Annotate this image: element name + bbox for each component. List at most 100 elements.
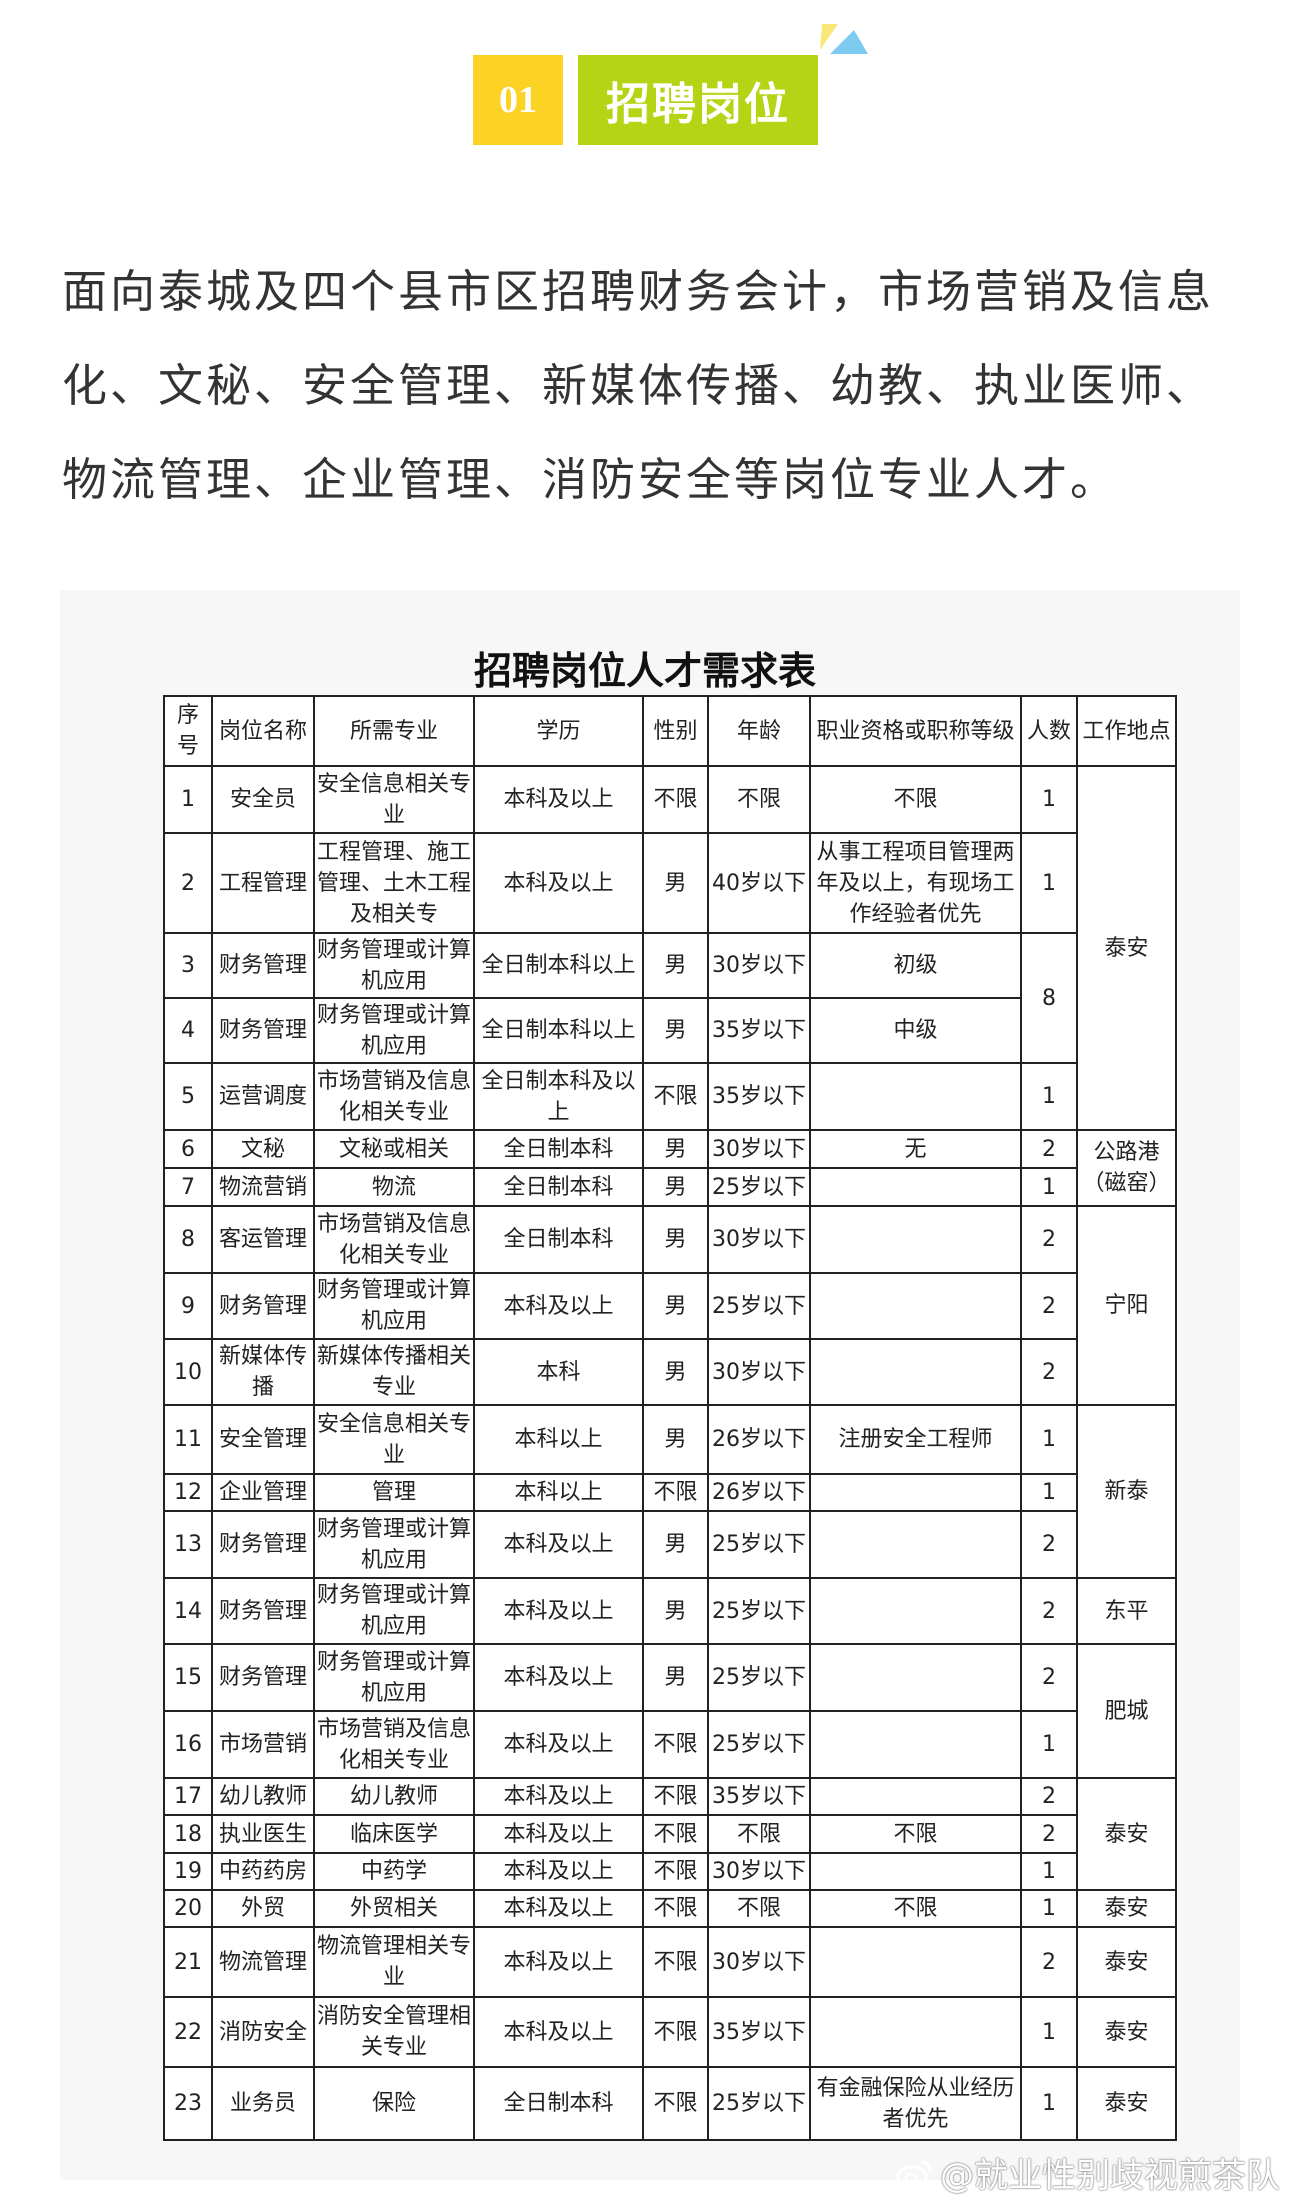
cell-age: 40岁以下 [707,832,811,934]
cell-major: 财务管理或计算机应用 [313,932,475,999]
cell-no: 4 [163,997,213,1064]
cell-major: 市场营销及信息化相关专业 [313,1062,475,1131]
cell-major: 管理 [313,1473,475,1512]
cell-count: 2 [1020,1814,1078,1854]
cell-edu: 本科及以上 [473,1272,644,1340]
cell-count: 2 [1020,1777,1078,1816]
header-location: 工作地点 [1076,695,1177,767]
cell-post: 外贸 [211,1889,315,1928]
cell-no: 17 [163,1777,213,1816]
cell-edu: 本科及以上 [473,1577,644,1645]
cell-no: 20 [163,1889,213,1928]
table-row: 12 企业管理 管理 本科以上 不限 26岁以下 1 [163,1473,1176,1512]
cell-no: 3 [163,932,213,999]
cell-post: 财务管理 [211,1272,315,1340]
cell-qual [809,1473,1022,1512]
cell-sex: 男 [642,1338,709,1406]
table-row: 21 物流管理 物流管理相关专业 本科及以上 不限 30岁以下 2 泰安 [163,1926,1177,1998]
cell-count: 2 [1020,1510,1078,1579]
cell-sex: 男 [642,1643,709,1712]
cell-edu: 本科及以上 [473,832,644,934]
watermark: @就业性别歧视煎茶队 [896,2148,1280,2197]
table-row: 6 文秘 文秘或相关 全日制本科男 30岁以下无 2 公路港（磁窑） [163,1129,1177,1207]
cell-count: 2 [1020,1577,1078,1645]
cell-count: 1 [1020,1062,1078,1131]
header-no: 序号 [163,695,213,767]
cell-location: 泰安 [1076,1996,1177,2068]
cell-qual: 不限 [809,765,1022,834]
cell-post: 财务管理 [211,1510,315,1579]
cell-count: 1 [1020,1404,1078,1475]
cell-no: 19 [163,1852,213,1891]
table-row: 2 工程管理 工程管理、施工管理、土木工程及相关专 本科及以上男 40岁以下 从事工程项目… [163,832,1176,934]
cell-post: 幼儿教师 [211,1777,315,1816]
cell-major: 文秘或相关 [313,1129,475,1169]
cell-qual [809,1338,1022,1406]
cell-qual [809,1996,1022,2068]
cell-sex: 男 [642,1167,709,1207]
cell-age: 30岁以下 [707,1129,811,1169]
cell-post: 业务员 [211,2066,315,2141]
cell-sex: 不限 [642,1710,709,1779]
cell-sex: 男 [642,1129,709,1169]
cell-age: 30岁以下 [707,1338,811,1406]
cell-sex: 不限 [642,1852,709,1891]
cell-edu: 全日制本科 [473,2066,644,2141]
cell-edu: 全日制本科 [473,1205,644,1274]
cell-major: 市场营销及信息化相关专业 [313,1205,475,1274]
cell-edu: 全日制本科 [473,1129,644,1169]
cell-count: 2 [1020,1338,1078,1406]
cell-edu: 本科 [473,1338,644,1406]
table-row: 8 客运管理 市场营销及信息化相关专业 全日制本科男 30岁以下 2 宁阳 [163,1205,1177,1406]
cell-no: 21 [163,1926,213,1998]
cell-no: 6 [163,1129,213,1169]
table-row: 5 运营调度 市场营销及信息化相关专业 全日制本科及以上 不限 35岁以下 1 [163,1062,1176,1131]
cell-major: 临床医学 [313,1814,475,1854]
cell-major: 财务管理或计算机应用 [313,1510,475,1579]
cell-major: 外贸相关 [313,1889,475,1928]
cell-sex: 不限 [642,1996,709,2068]
cell-no: 5 [163,1062,213,1131]
cell-count: 1 [1020,765,1078,834]
cell-sex: 男 [642,1577,709,1645]
cell-age: 25岁以下 [707,1167,811,1207]
cell-post: 物流管理 [211,1926,315,1998]
cell-count: 2 [1020,1643,1078,1712]
cell-post: 文秘 [211,1129,315,1169]
cell-post: 消防安全 [211,1996,315,2068]
cell-major: 安全信息相关专业 [313,765,475,834]
cell-qual: 有金融保险从业经历者优先 [809,2066,1022,2141]
cell-no: 10 [163,1338,213,1406]
cell-no: 13 [163,1510,213,1579]
cell-sex: 不限 [642,1473,709,1512]
cell-count: 1 [1020,2066,1078,2141]
cell-age: 26岁以下 [707,1473,811,1512]
cell-age: 26岁以下 [707,1404,811,1475]
table-row: 18 执业医生 临床医学 本科及以上 不限 不限 不限 2 [163,1814,1176,1854]
cell-sex: 男 [642,932,709,999]
cell-major: 工程管理、施工管理、土木工程及相关专 [313,832,475,934]
cell-sex: 不限 [642,1062,709,1131]
watermark-text: @就业性别歧视煎茶队 [940,2156,1280,2196]
cell-edu: 本科及以上 [473,1889,644,1928]
cell-location: 泰安 [1076,1926,1177,1998]
section-title-badge: 招聘岗位 [578,55,818,145]
table-row: 7 物流营销 物流 全日制本科男 25岁以下 1 [163,1167,1176,1207]
cell-sex: 男 [642,1205,709,1274]
cell-sex: 不限 [642,2066,709,2141]
cell-count: 1 [1020,832,1078,934]
cell-major: 中药学 [313,1852,475,1891]
cell-age: 30岁以下 [707,932,811,999]
cell-post: 企业管理 [211,1473,315,1512]
table-row: 10 新媒体传播 新媒体传播相关专业 本科男 30岁以下 2 [163,1338,1176,1406]
cell-major: 财务管理或计算机应用 [313,1643,475,1712]
cell-qual [809,1643,1022,1712]
cell-age: 不限 [707,1889,811,1928]
cell-edu: 本科以上 [473,1473,644,1512]
cell-age: 35岁以下 [707,1777,811,1816]
cell-age: 不限 [707,1814,811,1854]
cell-major: 物流管理相关专业 [313,1926,475,1998]
cell-location: 泰安 [1076,2066,1177,2141]
table-row: 16 市场营销 市场营销及信息化相关专业 本科及以上 不限 25岁以下 1 [163,1710,1176,1779]
cell-post: 财务管理 [211,1643,315,1712]
